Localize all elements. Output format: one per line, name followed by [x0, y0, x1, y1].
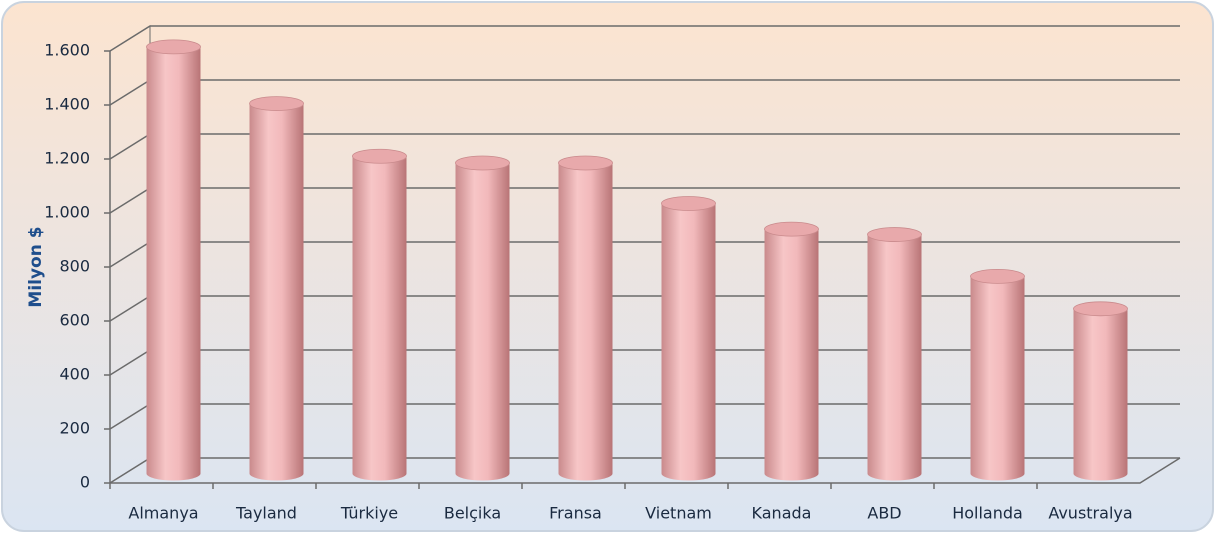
x-tick-label: Belçika — [444, 504, 501, 523]
bar-body — [146, 46, 201, 481]
bar-body — [661, 203, 716, 481]
bar-body — [764, 229, 819, 481]
bar-top — [661, 196, 716, 211]
y-tick-label: 1.200 — [44, 149, 90, 168]
x-tick-label: Almanya — [128, 504, 198, 523]
bar-top — [455, 155, 510, 171]
bar-body — [1073, 308, 1128, 481]
bar-top — [146, 39, 201, 55]
floor — [110, 457, 1181, 484]
bar-top — [970, 268, 1025, 284]
y-tick-label: 0 — [80, 473, 90, 492]
y-axis-label: Milyon $ — [26, 226, 46, 307]
x-tick-label: Vietnam — [645, 504, 712, 523]
bar-body — [970, 276, 1025, 481]
y-tick-label: 200 — [59, 419, 90, 438]
bar-top — [249, 96, 304, 111]
x-tick-label: ABD — [867, 504, 901, 523]
bar-body — [352, 156, 407, 481]
y-tick-label: 1.000 — [44, 203, 90, 222]
x-tick-label: Tayland — [235, 504, 297, 523]
y-tick-label: 1.400 — [44, 95, 90, 114]
bar-body — [558, 163, 613, 481]
y-tick-label: 600 — [59, 311, 90, 330]
bar-top — [1073, 301, 1128, 317]
bar-top — [558, 155, 613, 171]
grid-line — [109, 25, 1180, 52]
bar-body — [249, 103, 304, 481]
bar-top — [764, 221, 819, 237]
x-tick-label: Kanada — [752, 504, 812, 523]
bar-body — [455, 163, 510, 481]
x-tick-label: Türkiye — [340, 504, 398, 523]
x-tick-label: Fransa — [549, 504, 602, 523]
x-tick-label: Hollanda — [952, 504, 1023, 523]
y-tick-label: 1.600 — [44, 41, 90, 60]
bar-top — [352, 148, 407, 164]
bar-top — [867, 227, 922, 242]
bar-body — [867, 234, 922, 481]
x-tick-label: Avustralya — [1048, 504, 1132, 523]
y-tick-label: 800 — [59, 257, 90, 276]
y-tick-label: 400 — [59, 365, 90, 384]
